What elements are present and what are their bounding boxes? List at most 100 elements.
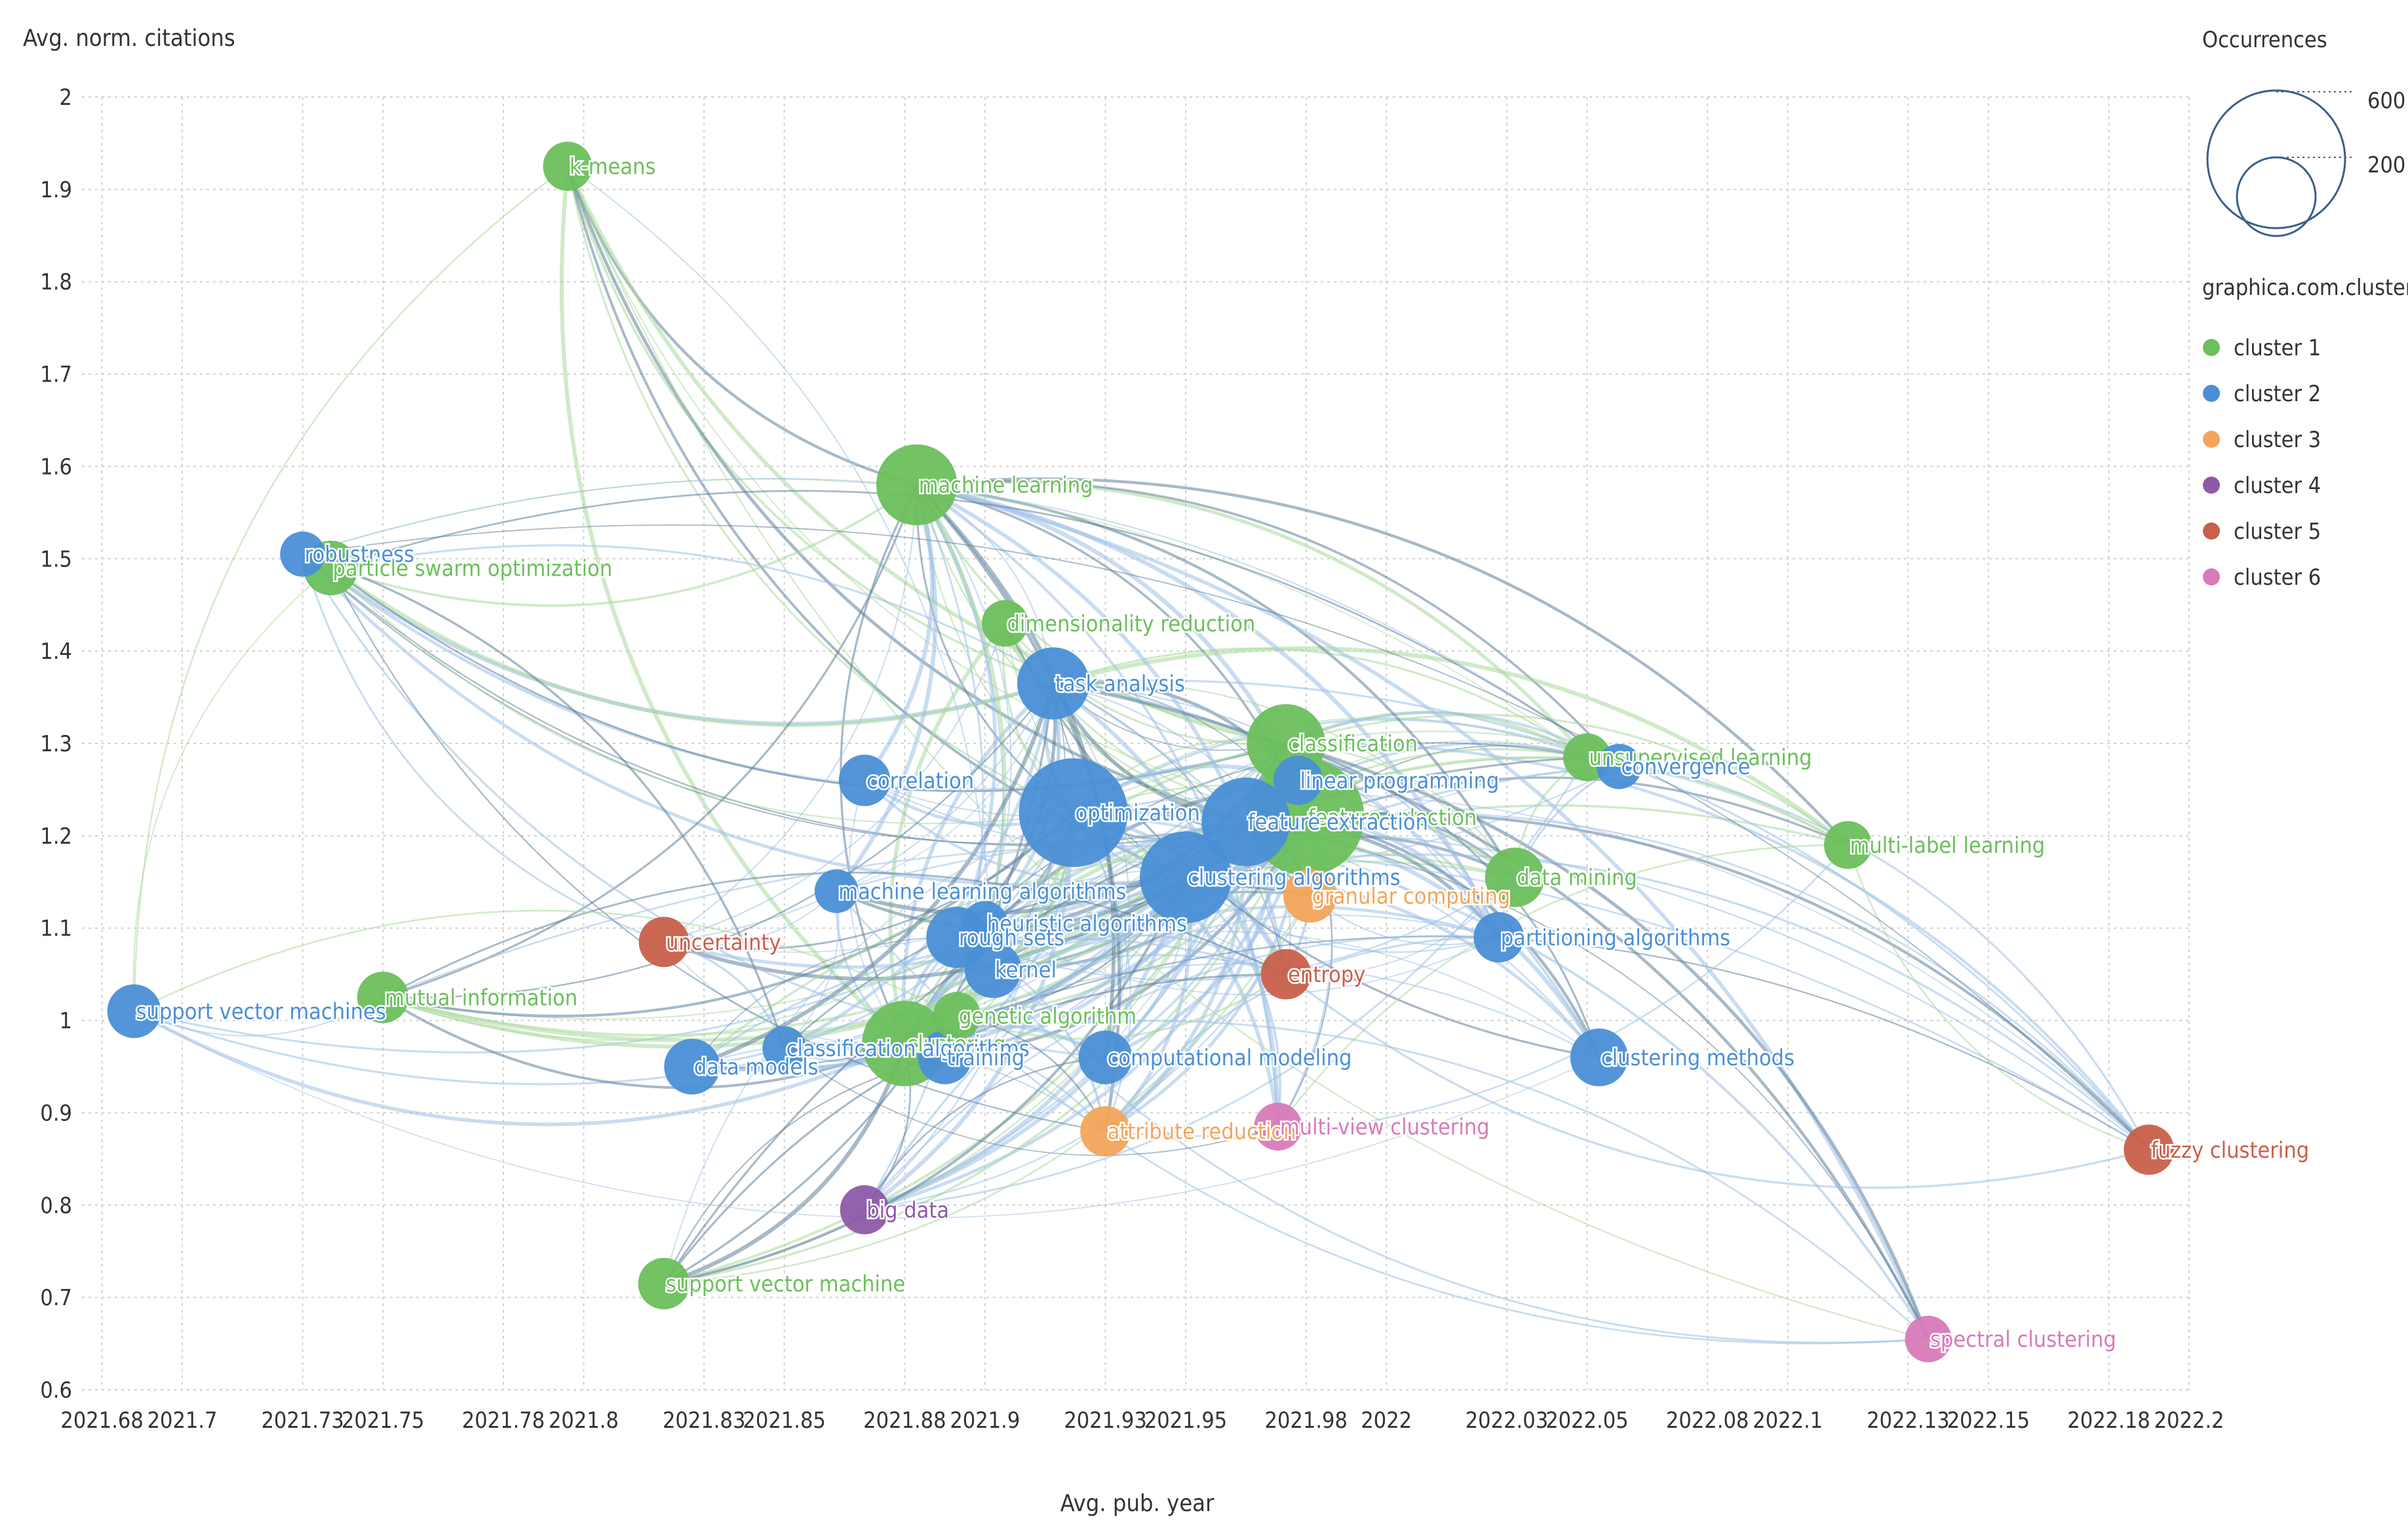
legend-label: cluster 6 [2234, 564, 2321, 591]
legend-label: cluster 4 [2234, 473, 2321, 499]
node-bubble[interactable] [1570, 1028, 1628, 1086]
node-bubble[interactable] [357, 972, 409, 1023]
node-bubble[interactable] [840, 1185, 889, 1234]
node-bubble[interactable] [1017, 647, 1089, 720]
link [302, 553, 786, 1049]
link [904, 1019, 1929, 1340]
node-bubble[interactable] [1080, 1106, 1131, 1156]
node-bubble[interactable] [1019, 758, 1128, 867]
node-label: convergence [1621, 754, 1750, 780]
node-label: particle swarm optimization [333, 555, 613, 581]
node-label: heuristic algorithms [987, 911, 1187, 937]
y-axis-ticks: 0.6 0.7 0.8 0.9 1 1.1 1.2 1.3 1.4 1.5 1.6 1.7 1.8 1.9… [40, 85, 72, 1404]
node-bubble[interactable] [981, 600, 1028, 647]
x-tick-label: 2021.8 [549, 1408, 619, 1434]
node-bubble[interactable] [638, 916, 689, 968]
node-bubble[interactable] [838, 755, 891, 806]
link [956, 876, 1515, 981]
node-bubble[interactable] [964, 941, 1022, 998]
link [864, 816, 1308, 1211]
node-bubble[interactable] [1473, 912, 1524, 963]
node-bubble[interactable] [762, 1026, 807, 1071]
link [1587, 756, 2150, 1151]
node-bubble[interactable] [1823, 821, 1872, 869]
y-tick-label: 0.6 [40, 1377, 72, 1404]
node-bubble[interactable] [664, 1038, 720, 1095]
node-bubble[interactable] [1905, 1316, 1952, 1363]
x-tick-label: 2022.1 [1753, 1408, 1823, 1434]
link [691, 846, 1515, 1068]
legend-label: cluster 2 [2234, 381, 2321, 407]
link [863, 484, 984, 1211]
legend-size-circle-small [2236, 156, 2317, 237]
node-bubble[interactable] [280, 531, 326, 577]
link [916, 483, 1517, 878]
node-bubble[interactable] [962, 901, 1008, 947]
link [330, 490, 1620, 768]
x-tick-label: 2022.2 [2154, 1408, 2224, 1434]
node-label: data models [694, 1054, 819, 1080]
link [956, 1015, 1106, 1132]
x-tick-label: 2021.88 [863, 1408, 946, 1434]
legend-swatch [2203, 522, 2220, 540]
node-bubble[interactable] [107, 984, 161, 1038]
legend-swatch [2203, 477, 2220, 494]
node-bubble[interactable] [1254, 1103, 1302, 1151]
node-bubble[interactable] [1273, 755, 1323, 805]
link [382, 484, 918, 998]
x-tick-label: 2021.95 [1144, 1408, 1227, 1434]
y-tick-label: 2 [60, 85, 72, 111]
link [834, 484, 938, 893]
link [956, 936, 1929, 1344]
x-tick-label: 2022.05 [1545, 1408, 1628, 1434]
link [992, 930, 1600, 1058]
node-bubble[interactable] [2124, 1124, 2175, 1175]
link [301, 553, 1186, 887]
link [1053, 646, 1850, 847]
x-tick-label: 2022.18 [2067, 1408, 2150, 1434]
link [663, 623, 1006, 943]
link [1285, 973, 2150, 1189]
link [1277, 844, 1848, 1128]
node-bubble[interactable] [1078, 1030, 1133, 1084]
x-tick-label: 2021.93 [1064, 1408, 1146, 1434]
node-bubble[interactable] [1485, 847, 1545, 907]
link [1053, 679, 2150, 1151]
node-bubble[interactable] [1201, 778, 1291, 867]
x-tick-label: 2021.68 [60, 1408, 143, 1434]
node-bubble[interactable] [918, 1030, 972, 1084]
node-labels: k-means machine learning robustnessparticl… [134, 152, 2311, 1354]
y-tick-label: 1.6 [40, 454, 72, 480]
node-bubble[interactable] [543, 142, 592, 191]
node-label: clustering methods [1601, 1045, 1795, 1071]
x-tick-label: 2021.73 [262, 1408, 344, 1434]
link [784, 891, 840, 1049]
node-bubble[interactable] [1260, 949, 1311, 1000]
link [864, 1056, 1106, 1210]
link [840, 484, 918, 1044]
node-bubble[interactable] [933, 992, 981, 1040]
link [916, 482, 1930, 1340]
node-bubble[interactable] [638, 1257, 690, 1310]
node-label: rough sets [959, 925, 1064, 951]
link [1245, 812, 2150, 1151]
node-bubble[interactable] [1283, 869, 1337, 923]
link [944, 914, 1499, 1058]
link [302, 524, 2150, 1151]
node-bubble[interactable] [1596, 743, 1642, 789]
legend-swatch [2203, 339, 2220, 356]
node-label: granular computing [1312, 883, 1510, 909]
link [663, 756, 1587, 1284]
node-bubble[interactable] [814, 869, 859, 913]
link [330, 567, 1074, 825]
node-label: dimensionality reduction [1007, 611, 1255, 637]
link [956, 742, 1587, 938]
link [663, 1042, 907, 1286]
link [836, 683, 1054, 892]
node-label: feature selection [1308, 805, 1477, 831]
node-bubble[interactable] [876, 444, 958, 526]
y-tick-label: 0.8 [40, 1192, 72, 1219]
link [904, 935, 2150, 1151]
node-bubble[interactable] [1140, 831, 1232, 924]
link [1105, 844, 1849, 1137]
